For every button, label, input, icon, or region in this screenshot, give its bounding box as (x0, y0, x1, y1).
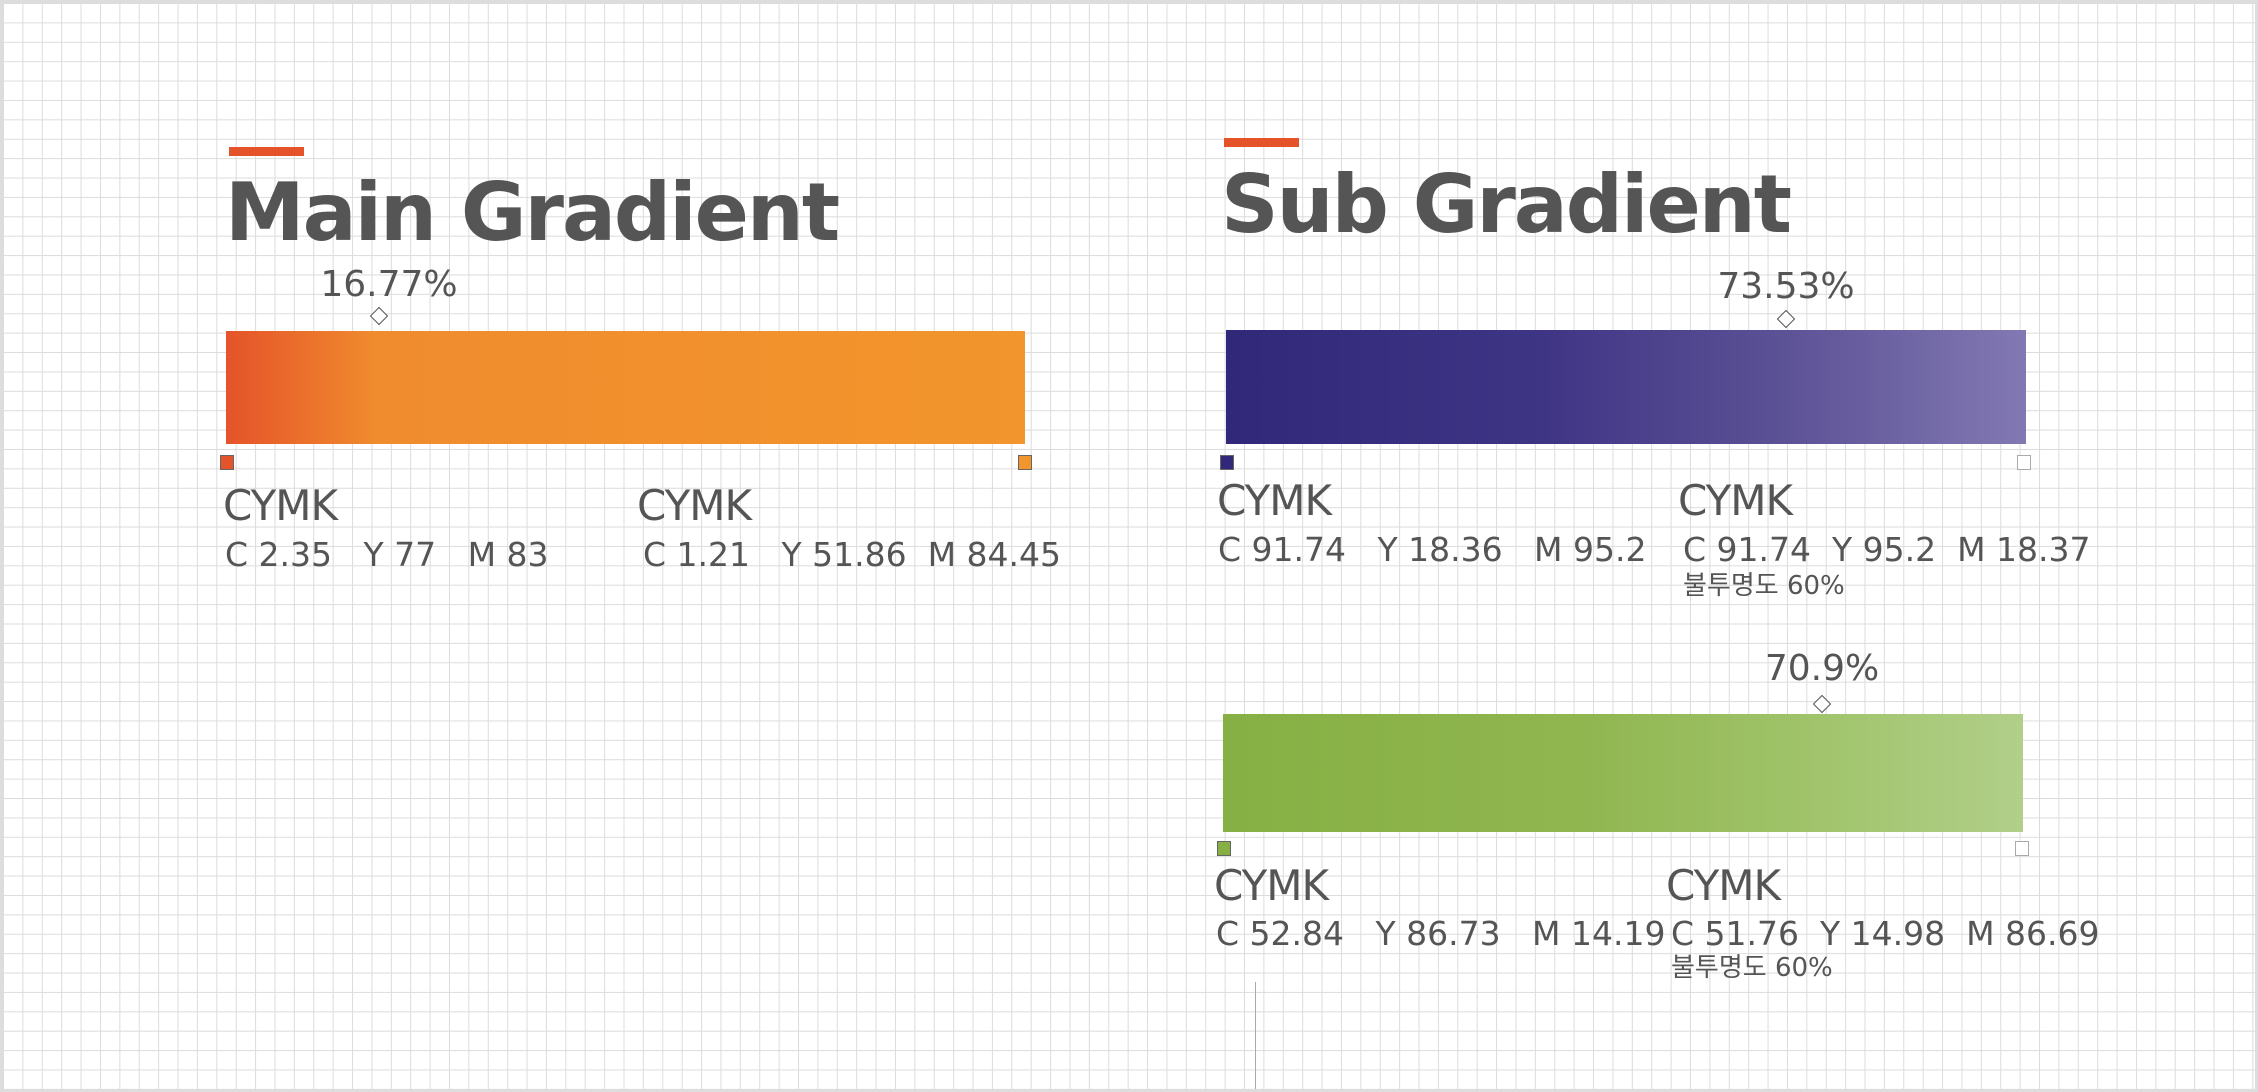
midpoint-marker (1812, 694, 1832, 714)
accent-bar (229, 147, 304, 156)
midpoint-marker (1776, 309, 1796, 329)
stop-label: CYMK (223, 481, 338, 530)
color-stop (1220, 455, 1234, 470)
midpoint-label: 73.53% (1717, 266, 1855, 307)
stop-label: CYMK (637, 481, 752, 530)
gradient-bar (1223, 714, 2023, 832)
opacity-note: 불투명도 60% (1683, 571, 1845, 601)
stop-values: C 1.21 Y 51.86 M 84.45 (643, 535, 1062, 574)
guide-line (1255, 982, 1256, 1089)
stop-values: C 52.84 Y 86.73 M 14.19 (1216, 914, 1666, 953)
midpoint-marker (369, 306, 389, 326)
section-title: Sub Gradient (1221, 158, 1792, 251)
stop-values: C 51.76 Y 14.98 M 86.69 (1671, 914, 2100, 953)
midpoint-label: 70.9% (1764, 648, 1880, 689)
stop-values: C 2.35 Y 77 M 83 (225, 535, 549, 574)
color-stop (1217, 841, 1231, 856)
color-stop (2015, 841, 2029, 856)
opacity-note: 불투명도 60% (1671, 953, 1833, 983)
stop-values: C 91.74 Y 18.36 M 95.2 (1218, 530, 1647, 569)
stop-label: CYMK (1217, 476, 1332, 525)
stop-values: C 91.74 Y 95.2 M 18.37 (1683, 530, 2091, 569)
accent-bar (1224, 138, 1299, 147)
color-stop (2017, 455, 2031, 470)
midpoint-label: 16.77% (320, 264, 458, 305)
gradient-bar (226, 331, 1025, 444)
stop-label: CYMK (1678, 476, 1793, 525)
section-title: Main Gradient (225, 166, 840, 259)
color-stop (220, 455, 234, 470)
stop-label: CYMK (1666, 861, 1781, 910)
stop-label: CYMK (1214, 861, 1329, 910)
gradient-bar (1226, 330, 2026, 444)
color-stop (1018, 455, 1032, 470)
